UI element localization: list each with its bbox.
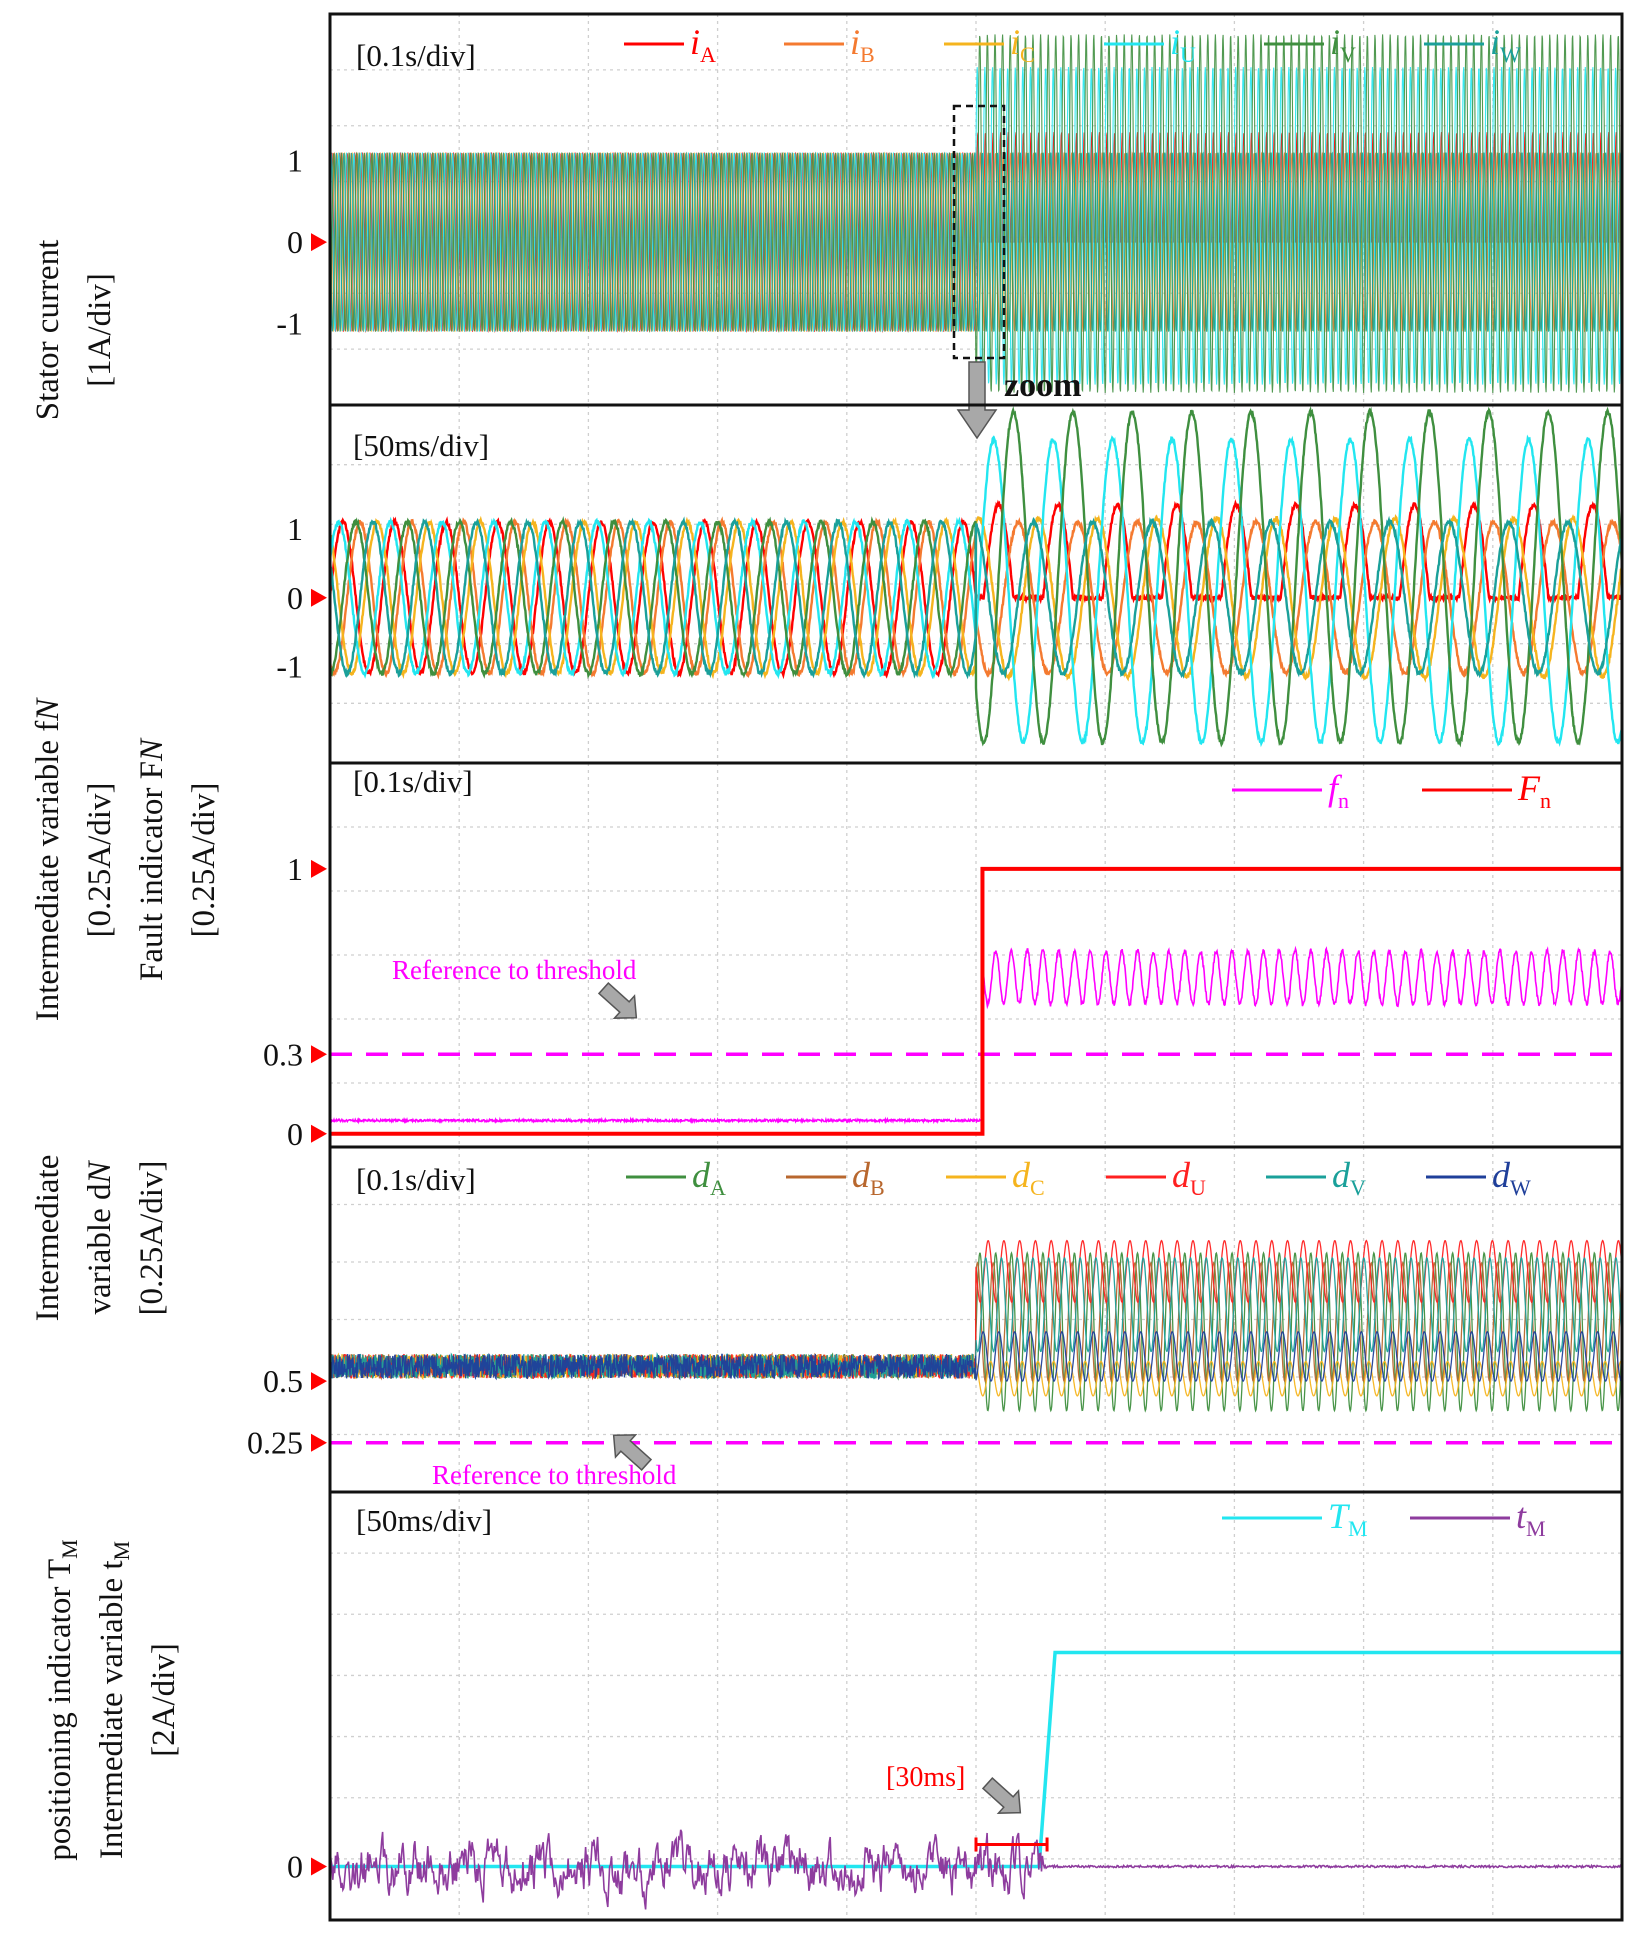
y-axis-title-stator: Stator current [1A/div] <box>30 240 118 421</box>
ytick-label: 0 <box>287 224 303 260</box>
ground-markers <box>311 233 327 1876</box>
y-axis-title-fault-line2: [0.25A/div] <box>82 783 118 938</box>
marker-icon <box>311 859 327 878</box>
trace-fn <box>330 945 1622 1125</box>
ytick-label: -1 <box>276 649 303 685</box>
timebase-label-positioning: [50ms/div] <box>356 1503 492 1538</box>
trace-tM <box>330 1829 1622 1910</box>
ytick-label: 0 <box>287 1116 303 1152</box>
trace-iW <box>330 515 1622 680</box>
ytick-label: 1 <box>287 851 303 887</box>
stator-current-zoom-panel <box>330 405 1622 763</box>
y-axis-title-dn-line3: [0.25A/div] <box>134 1161 170 1316</box>
marker-icon <box>311 233 327 252</box>
y-axis-title-stator-line2: [1A/div] <box>82 273 118 387</box>
y-axis-title-stator-line1: Stator current <box>30 240 66 421</box>
trace-dU <box>330 1239 1622 1381</box>
fault-indicator-panel <box>330 763 1622 1147</box>
intermediate-dn-panel <box>330 1147 1622 1492</box>
timebase-label-fault: [0.1s/div] <box>353 764 473 799</box>
legend-label-fn: fn <box>1328 768 1349 813</box>
grid <box>330 1492 1622 1920</box>
ytick-label: 0 <box>287 580 303 616</box>
legend-label-dA: dA <box>692 1155 726 1200</box>
grid <box>330 763 1622 1147</box>
legend-label-iU: iU <box>1170 22 1196 67</box>
threshold-arrow-icon <box>597 982 638 1019</box>
panel-frames <box>328 12 1624 1922</box>
trace-TM <box>330 1650 1622 1869</box>
y-axis-title-positioning-line1: positioning indicator TM <box>42 1539 82 1860</box>
timebase-label-zoom: [50ms/div] <box>353 428 489 463</box>
legend-label-iW: iW <box>1490 22 1521 67</box>
ytick-label: 0 <box>287 1849 303 1885</box>
ytick-label: 1 <box>287 511 303 547</box>
legend-label-iV: iV <box>1330 22 1356 67</box>
y-axis-title-dn-line2: variable dN <box>82 1159 118 1314</box>
marker-icon <box>311 1372 327 1391</box>
ytick-label: 0.25 <box>247 1425 303 1461</box>
detection-delay-label: [30ms] <box>886 1762 965 1793</box>
y-axis-title-dn-line1: Intermediate <box>30 1155 66 1322</box>
y-axis-title-positioning-line2: Intermediate variable tM <box>94 1541 134 1859</box>
positioning-panel <box>330 1492 1622 1920</box>
stator-current-overview-panel <box>330 14 1622 405</box>
legend-label-iB: iB <box>850 22 875 67</box>
legend-label-dC: dC <box>1012 1155 1045 1200</box>
marker-icon <box>311 588 327 607</box>
timebase-label-overview: [0.1s/div] <box>356 38 476 73</box>
legend-label-tM: tM <box>1516 1496 1546 1541</box>
trace-dV <box>330 1256 1622 1381</box>
marker-icon <box>311 1124 327 1143</box>
legend-label-dB: dB <box>852 1155 885 1200</box>
marker-icon <box>311 1433 327 1452</box>
marker-icon <box>311 1857 327 1876</box>
detection-delay-arrow-icon <box>981 1777 1022 1814</box>
zoom-label: zoom <box>1004 367 1081 404</box>
ytick-label: 0.5 <box>263 1363 303 1399</box>
marker-icon <box>311 1045 327 1064</box>
legend-label-Fn: Fn <box>1517 768 1551 813</box>
threshold-label-fault: Reference to threshold <box>392 955 637 985</box>
y-axis-title-fault-line4: [0.25A/div] <box>186 783 222 938</box>
ytick-label: 0.3 <box>263 1036 303 1072</box>
y-axis-title-positioning: positioning indicator TM Intermediate va… <box>42 1539 182 1860</box>
zoom-region-box <box>952 104 1006 360</box>
y-axis-title-fault-line1: Intermediate variable fN <box>30 697 66 1022</box>
threshold-arrow-icon <box>612 1434 653 1471</box>
ytick-label: 1 <box>287 143 303 179</box>
trace-dW <box>330 1330 1622 1383</box>
legend-label-dU: dU <box>1172 1155 1206 1200</box>
y-axis-title-fault-line3: Fault indicator FN <box>134 737 170 981</box>
legend-label-iC: iC <box>1010 22 1035 67</box>
legend-label-dV: dV <box>1332 1155 1366 1200</box>
trace-Fn <box>330 866 1622 1136</box>
panel-frame <box>328 1490 1624 1922</box>
ytick-label: -1 <box>276 306 303 342</box>
trace-iW <box>330 151 1622 333</box>
timebase-label-dn: [0.1s/div] <box>356 1162 476 1197</box>
y-axis-title-fault: Intermediate variable fN [0.25A/div] Fau… <box>30 697 222 1022</box>
y-axis-title-positioning-line3: [2A/div] <box>146 1643 182 1757</box>
y-axis-title-dn: Intermediate variable dN [0.25A/div] <box>30 1155 170 1322</box>
legend-label-TM: TM <box>1328 1496 1368 1541</box>
legend-label-dW: dW <box>1492 1155 1531 1200</box>
zoom-arrow-icon <box>956 361 998 440</box>
legend-label-iA: iA <box>690 22 716 67</box>
